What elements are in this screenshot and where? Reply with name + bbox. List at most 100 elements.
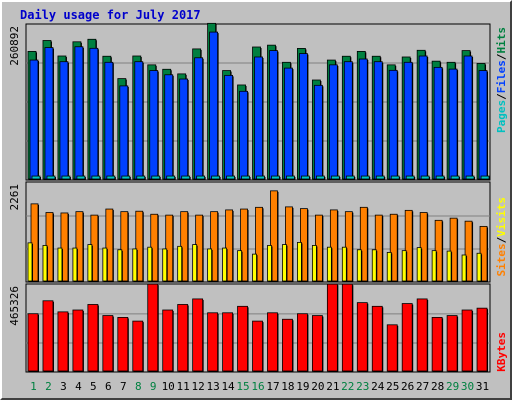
kbytes-bar-day-19 [297, 313, 308, 372]
kbytes-bar-day-31 [476, 307, 488, 372]
visits-bar-day-17 [267, 245, 272, 282]
visits-bar-day-3 [57, 247, 63, 282]
day-label-16: 16 [251, 380, 264, 393]
legend-panel-0: Pages/Files/Hits [495, 27, 508, 133]
files-bar-day-20 [313, 84, 323, 180]
kbytes-bar-day-25 [386, 324, 398, 372]
pages-bar-day-5 [91, 175, 101, 180]
day-label-29: 29 [446, 380, 459, 393]
day-label-17: 17 [266, 380, 279, 393]
files-bar-day-31 [478, 70, 488, 180]
sites-bar-day-27 [419, 212, 428, 282]
kbytes-bar-day-7 [117, 317, 129, 372]
pages-bar-day-8 [136, 175, 146, 180]
kbytes-bar-day-27 [416, 298, 428, 372]
visits-bar-day-4 [72, 247, 78, 282]
legend-entry: Sites [495, 243, 508, 276]
day-label-18: 18 [281, 380, 294, 393]
files-bar-day-27 [418, 55, 428, 180]
day-label-25: 25 [386, 380, 399, 393]
kbytes-bar-day-13 [207, 312, 219, 372]
day-label-4: 4 [75, 380, 82, 393]
kbytes-bar-day-11 [177, 304, 189, 372]
files-bar-day-11 [179, 78, 189, 180]
day-label-7: 7 [120, 380, 127, 393]
visits-bar-day-15 [237, 250, 242, 282]
sites-bar-day-22 [344, 211, 353, 282]
visits-bar-day-11 [177, 245, 183, 282]
kbytes-bar-day-29 [446, 315, 458, 372]
day-label-13: 13 [206, 380, 219, 393]
files-bar-day-26 [403, 61, 413, 180]
files-bar-day-17 [269, 50, 278, 180]
files-bar-day-14 [224, 74, 233, 180]
sites-bar-day-26 [404, 209, 413, 282]
legend-entry: Files [495, 60, 508, 93]
kbytes-bar-day-1 [27, 313, 39, 372]
kbytes-bar-day-6 [102, 315, 114, 372]
visits-bar-day-12 [192, 244, 198, 282]
visits-bar-day-24 [371, 249, 377, 282]
sites-bar-day-24 [374, 214, 383, 282]
sites-bar-day-18 [285, 206, 293, 282]
pages-bar-day-24 [375, 175, 385, 180]
day-label-24: 24 [371, 380, 385, 393]
sites-bar-day-14 [225, 209, 233, 282]
sites-bar-day-15 [240, 208, 248, 282]
legend-entry: Visits [495, 197, 508, 237]
visits-bar-day-5 [87, 244, 93, 282]
pages-bar-day-11 [181, 175, 191, 180]
pages-bar-day-29 [450, 175, 460, 180]
files-bar-day-25 [388, 69, 398, 180]
kbytes-bar-day-12 [192, 298, 204, 372]
kbytes-bar-day-3 [57, 311, 69, 372]
day-label-19: 19 [296, 380, 309, 393]
pages-bar-day-2 [46, 175, 56, 180]
pages-bar-day-16 [256, 175, 265, 180]
visits-bar-day-22 [341, 246, 347, 282]
files-bar-day-13 [209, 31, 219, 180]
visits-bar-day-14 [222, 247, 227, 282]
visits-bar-day-21 [326, 246, 332, 282]
day-label-28: 28 [431, 380, 444, 393]
sites-bar-day-17 [270, 190, 278, 282]
day-label-11: 11 [177, 380, 190, 393]
kbytes-bar-day-21 [326, 283, 338, 372]
pages-bar-day-21 [330, 175, 340, 180]
pages-bar-day-9 [151, 175, 161, 180]
pages-bar-day-13 [211, 175, 221, 180]
kbytes-bar-day-28 [431, 317, 443, 372]
kbytes-bar-day-20 [311, 315, 323, 372]
visits-bar-day-9 [147, 246, 153, 282]
sites-bar-day-16 [255, 206, 263, 282]
visits-bar-day-31 [476, 252, 482, 282]
sites-bar-day-10 [165, 214, 174, 282]
pages-bar-day-7 [121, 175, 131, 180]
day-label-23: 23 [356, 380, 369, 393]
day-label-10: 10 [162, 380, 175, 393]
files-bar-day-7 [119, 85, 129, 180]
files-bar-day-3 [59, 61, 69, 180]
visits-bar-day-26 [401, 250, 407, 282]
pages-bar-day-25 [390, 175, 400, 180]
legend-entry: Hits [495, 27, 508, 54]
day-label-31: 31 [476, 380, 489, 393]
kbytes-bar-day-5 [87, 304, 99, 372]
day-label-5: 5 [90, 380, 97, 393]
pages-bar-day-12 [196, 175, 206, 180]
visits-bar-day-1 [27, 242, 33, 282]
files-bar-day-28 [433, 66, 443, 180]
visits-bar-day-6 [102, 247, 108, 282]
sites-bar-day-6 [105, 208, 114, 282]
pages-bar-day-18 [286, 175, 295, 180]
max-label-panel-0: 260892 [8, 26, 21, 66]
pages-bar-day-4 [76, 175, 86, 180]
pages-bar-day-23 [360, 175, 370, 180]
kbytes-bar-day-23 [356, 302, 368, 372]
pages-bar-day-6 [106, 175, 116, 180]
visits-bar-day-30 [461, 254, 467, 282]
day-label-8: 8 [135, 380, 142, 393]
files-bar-day-2 [44, 47, 54, 180]
sites-bar-day-29 [449, 217, 458, 282]
